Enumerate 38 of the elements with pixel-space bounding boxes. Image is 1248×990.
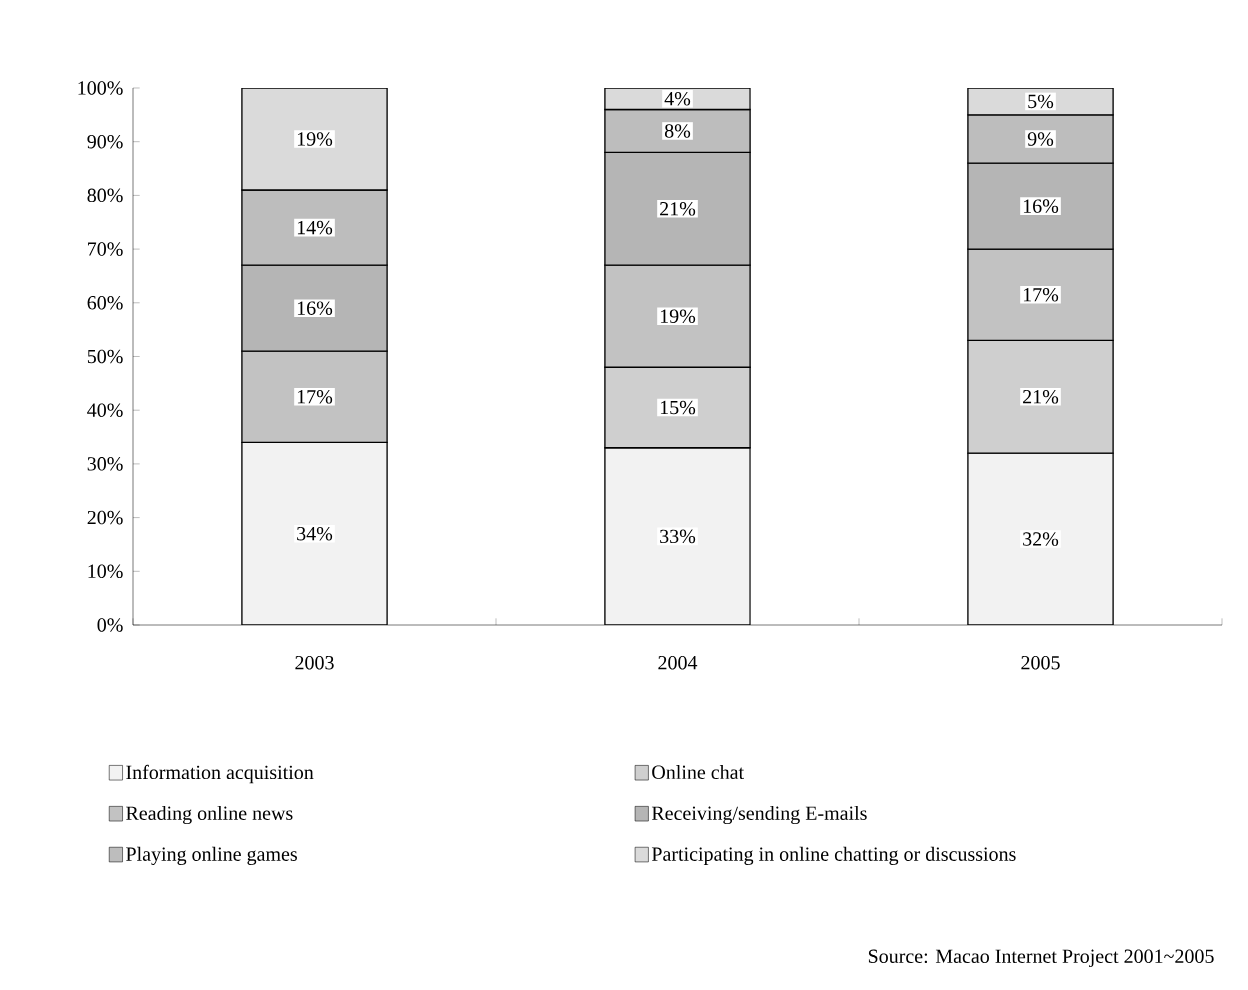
- y-tick-label: 90%: [87, 134, 123, 149]
- data-label: 34%: [297, 526, 333, 541]
- data-label: 16%: [297, 301, 333, 315]
- x-tick-label: 2004: [658, 655, 698, 670]
- data-label: 19%: [660, 309, 696, 324]
- data-label: 19%: [297, 132, 333, 146]
- y-tick-label: 80%: [87, 188, 123, 203]
- legend-label: Receiving/sending E-mails: [651, 805, 867, 825]
- data-label: 16%: [1023, 199, 1059, 213]
- data-label: 33%: [660, 529, 696, 544]
- x-tick-label: 2003: [295, 655, 334, 670]
- y-tick-label: 50%: [87, 349, 123, 364]
- data-label: 8%: [664, 124, 691, 138]
- data-label: 21%: [660, 202, 696, 216]
- legend-label: Information acquisition: [126, 764, 314, 784]
- source-note: Source: Macao Internet Project 2001~2005: [868, 949, 1214, 968]
- y-tick-label: 100%: [78, 81, 123, 95]
- y-tick-label: 0%: [97, 618, 123, 632]
- y-tick-label: 20%: [87, 510, 123, 525]
- data-label: 4%: [664, 91, 691, 106]
- data-label: 21%: [1023, 389, 1059, 404]
- data-label: 17%: [297, 389, 333, 404]
- y-tick-label: 70%: [88, 242, 123, 256]
- y-tick-label: 60%: [87, 296, 123, 310]
- y-tick-label: 10%: [88, 564, 123, 579]
- data-label: 14%: [297, 220, 333, 235]
- data-label: 17%: [1023, 287, 1059, 302]
- legend-label: Reading online news: [126, 805, 293, 825]
- y-tick-label: 30%: [87, 457, 123, 471]
- legend-label: Participating in online chatting or discussions: [651, 846, 1016, 865]
- data-label: 9%: [1027, 132, 1054, 146]
- legend-label: Playing online games: [126, 846, 297, 865]
- x-tick-label: 2005: [1021, 655, 1060, 670]
- data-label: 32%: [1023, 532, 1059, 546]
- y-tick-label: 40%: [87, 403, 123, 417]
- data-label: 15%: [660, 400, 696, 415]
- legend-label: Online chat: [652, 764, 744, 780]
- data-label: 5%: [1028, 94, 1054, 109]
